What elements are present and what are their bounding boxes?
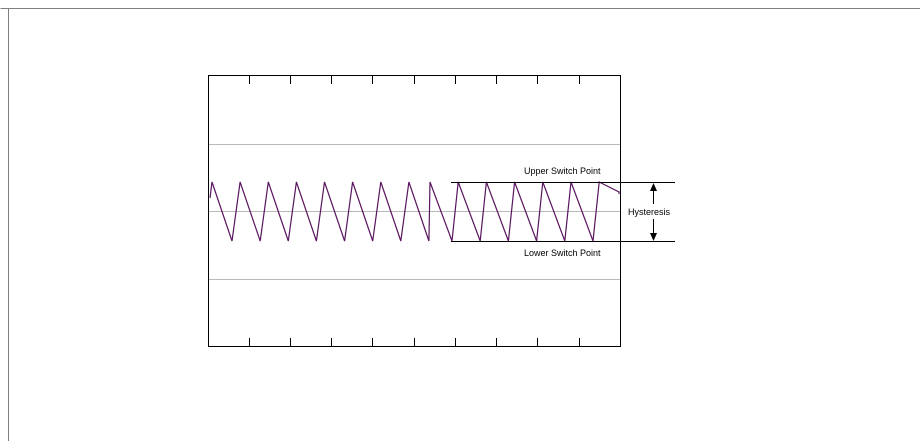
tick-marks <box>249 76 580 346</box>
hysteresis-label: Hysteresis <box>628 207 671 217</box>
upper-switch-point-label: Upper Switch Point <box>524 166 601 176</box>
lower-switch-point-label: Lower Switch Point <box>524 248 601 258</box>
arrow-up-icon <box>650 183 657 191</box>
arrow-down-icon <box>650 233 657 241</box>
plot-frame <box>208 75 621 347</box>
sawtooth-waveform <box>209 181 620 242</box>
hysteresis-arrow <box>650 183 657 241</box>
